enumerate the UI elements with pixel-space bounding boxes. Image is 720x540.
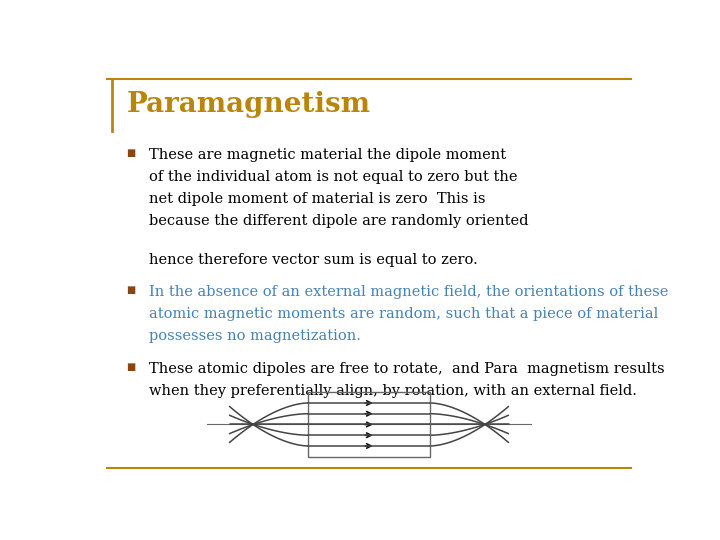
Text: ■: ■ [126,285,135,295]
Text: ■: ■ [126,362,135,372]
Text: of the individual atom is not equal to zero but the: of the individual atom is not equal to z… [148,170,517,184]
Text: possesses no magnetization.: possesses no magnetization. [148,329,361,343]
Text: In the absence of an external magnetic field, the orientations of these: In the absence of an external magnetic f… [148,285,668,299]
Text: hence therefore vector sum is equal to zero.: hence therefore vector sum is equal to z… [148,253,477,267]
Text: These atomic dipoles are free to rotate,  and Para  magnetism results: These atomic dipoles are free to rotate,… [148,362,665,376]
Bar [307,392,431,457]
Text: atomic magnetic moments are random, such that a piece of material: atomic magnetic moments are random, such… [148,307,658,321]
Text: net dipole moment of material is zero  This is: net dipole moment of material is zero Th… [148,192,485,206]
Text: ■: ■ [126,148,135,158]
Text: because the different dipole are randomly oriented: because the different dipole are randoml… [148,214,528,228]
Text: These are magnetic material the dipole moment: These are magnetic material the dipole m… [148,148,505,162]
Text: when they preferentially align, by rotation, with an external field.: when they preferentially align, by rotat… [148,384,636,398]
Text: Paramagnetism: Paramagnetism [126,91,370,118]
